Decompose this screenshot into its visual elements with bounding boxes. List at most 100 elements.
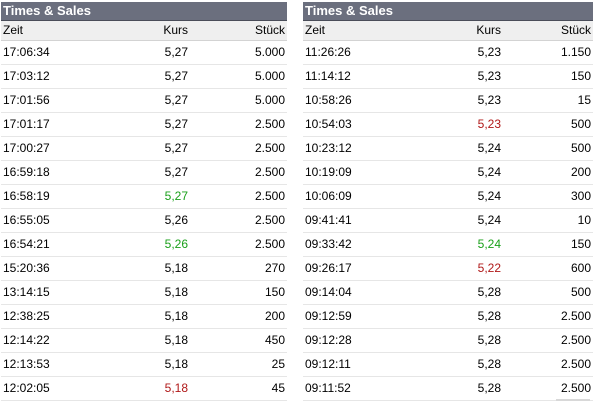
trade-row: 15:20:36 5,18 270 <box>1 257 287 281</box>
trade-time: 10:06:09 <box>305 189 352 203</box>
trade-row: 09:14:04 5,28 500 <box>303 281 593 305</box>
trade-quantity: 2.500 <box>254 213 285 227</box>
trade-row: 09:26:17 5,22 600 <box>303 257 593 281</box>
trade-row: 12:13:53 5,18 25 <box>1 353 287 377</box>
trade-row: 17:00:27 5,27 2.500 <box>1 137 287 161</box>
trade-price: 5,18 <box>164 381 188 395</box>
trade-quantity: 1.150 <box>560 45 591 59</box>
trade-quantity: 5.000 <box>254 69 285 83</box>
trade-row: 09:12:59 5,28 2.500 <box>303 305 593 329</box>
trade-time: 13:14:15 <box>3 285 50 299</box>
trade-price: 5,23 <box>477 45 501 59</box>
table-header: Zeit Kurs Stück <box>1 21 287 41</box>
panel-title: Times & Sales <box>1 2 287 21</box>
trade-row: 17:01:17 5,27 2.500 <box>1 113 287 137</box>
trade-row: 16:54:21 5,26 2.500 <box>1 233 287 257</box>
header-qty: Stück <box>560 23 591 37</box>
trade-row: 13:14:15 5,18 150 <box>1 281 287 305</box>
trade-price: 5,23 <box>477 69 501 83</box>
trade-price: 5,18 <box>164 309 188 323</box>
trade-price: 5,18 <box>164 333 188 347</box>
trade-time: 10:19:09 <box>305 165 352 179</box>
trade-row: 09:33:42 5,24 150 <box>303 233 593 257</box>
trade-quantity: 2.500 <box>254 117 285 131</box>
trade-row: 09:11:52 5,28 2.500 <box>303 377 593 401</box>
trades-list: 11:26:26 5,23 1.150 11:14:12 5,23 150 10:58:26… <box>303 41 593 401</box>
trade-price: 5,24 <box>477 189 501 203</box>
trade-quantity: 500 <box>570 285 591 299</box>
trade-time: 17:01:56 <box>3 93 50 107</box>
header-qty: Stück <box>254 23 285 37</box>
trade-row: 10:23:12 5,24 500 <box>303 137 593 161</box>
trade-time: 16:54:21 <box>3 237 50 251</box>
header-time: Zeit <box>3 23 24 37</box>
trade-price: 5,18 <box>164 261 188 275</box>
trade-time: 12:02:05 <box>3 381 50 395</box>
trade-row: 11:14:12 5,23 150 <box>303 65 593 89</box>
trade-row: 10:06:09 5,24 300 <box>303 185 593 209</box>
panel-title: Times & Sales <box>303 2 593 21</box>
trade-row: 12:02:05 5,18 45 <box>1 377 287 401</box>
trade-quantity: 5.000 <box>254 45 285 59</box>
trade-time: 09:41:41 <box>305 213 352 227</box>
trade-time: 12:14:22 <box>3 333 50 347</box>
trade-price: 5,27 <box>164 69 188 83</box>
trade-price: 5,27 <box>164 117 188 131</box>
trade-quantity: 150 <box>264 285 285 299</box>
trade-quantity: 2.500 <box>560 333 591 347</box>
trade-time: 09:14:04 <box>305 285 352 299</box>
trade-quantity: 300 <box>570 189 591 203</box>
trade-row: 12:14:22 5,18 450 <box>1 329 287 353</box>
trade-time: 10:23:12 <box>305 141 352 155</box>
trade-quantity: 2.500 <box>254 165 285 179</box>
trade-quantity: 2.500 <box>560 357 591 371</box>
trade-row: 11:26:26 5,23 1.150 <box>303 41 593 65</box>
trade-price: 5,28 <box>477 285 501 299</box>
trade-time: 11:26:26 <box>305 45 351 59</box>
trade-time: 09:12:28 <box>305 333 352 347</box>
trade-time: 11:14:12 <box>305 69 351 83</box>
trade-quantity: 500 <box>570 117 591 131</box>
trade-row: 17:06:34 5,27 5.000 <box>1 41 287 65</box>
trade-row: 17:03:12 5,27 5.000 <box>1 65 287 89</box>
trade-price: 5,23 <box>477 117 501 131</box>
trade-price: 5,28 <box>477 381 501 395</box>
trade-time: 15:20:36 <box>3 261 50 275</box>
trade-price: 5,22 <box>477 261 501 275</box>
trade-quantity: 150 <box>570 69 591 83</box>
trade-time: 10:58:26 <box>305 93 352 107</box>
trade-quantity: 200 <box>570 165 591 179</box>
trade-time: 10:54:03 <box>305 117 352 131</box>
trade-price: 5,28 <box>477 333 501 347</box>
trade-quantity: 150 <box>570 237 591 251</box>
header-time: Zeit <box>305 23 326 37</box>
trade-quantity: 2.500 <box>254 141 285 155</box>
trade-price: 5,28 <box>477 309 501 323</box>
trade-price: 5,27 <box>164 165 188 179</box>
trade-price: 5,26 <box>164 213 188 227</box>
header-price: Kurs <box>163 23 188 37</box>
trade-quantity: 2.500 <box>560 381 591 395</box>
trade-time: 16:59:18 <box>3 165 50 179</box>
trade-price: 5,26 <box>164 237 188 251</box>
trade-time: 16:58:19 <box>3 189 50 203</box>
trade-time: 12:38:25 <box>3 309 50 323</box>
scroll-indicator <box>556 399 590 401</box>
trade-quantity: 450 <box>264 333 285 347</box>
trade-price: 5,27 <box>164 45 188 59</box>
trade-row: 09:12:28 5,28 2.500 <box>303 329 593 353</box>
trade-row: 12:38:25 5,18 200 <box>1 305 287 329</box>
trade-row: 16:58:19 5,27 2.500 <box>1 185 287 209</box>
trade-quantity: 10 <box>577 213 591 227</box>
trade-row: 10:58:26 5,23 15 <box>303 89 593 113</box>
trade-row: 17:01:56 5,27 5.000 <box>1 89 287 113</box>
trade-time: 17:00:27 <box>3 141 50 155</box>
trade-time: 17:01:17 <box>3 117 50 131</box>
trade-price: 5,27 <box>164 141 188 155</box>
header-price: Kurs <box>476 23 501 37</box>
trade-quantity: 600 <box>570 261 591 275</box>
trade-time: 09:26:17 <box>305 261 352 275</box>
trade-price: 5,18 <box>164 285 188 299</box>
trade-row: 16:55:05 5,26 2.500 <box>1 209 287 233</box>
trade-time: 12:13:53 <box>3 357 50 371</box>
